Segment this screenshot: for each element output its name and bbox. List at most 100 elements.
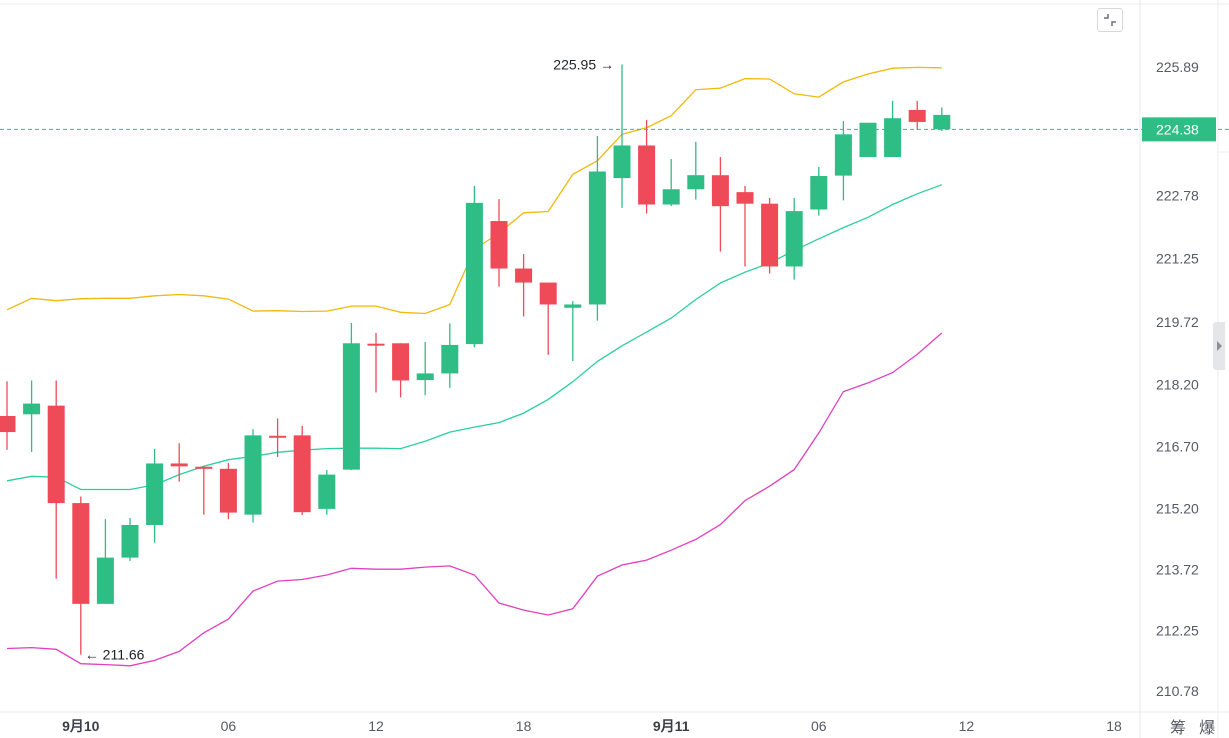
candle-body <box>711 175 729 207</box>
x-tick-label: 9月11 <box>653 718 690 734</box>
y-tick-label: 225.89 <box>1156 59 1199 75</box>
chevron-right-icon <box>1217 341 1222 351</box>
current-price-line: 224.38 <box>0 117 1229 142</box>
candle <box>146 448 164 543</box>
candle <box>318 470 336 515</box>
low-price-annotation: ← 211.66 <box>85 647 145 663</box>
sidebar-expand-handle[interactable] <box>1213 322 1225 370</box>
candle-body <box>613 145 631 179</box>
candle <box>711 157 729 252</box>
candle-body <box>23 403 41 415</box>
candle-body <box>47 405 65 504</box>
y-tick-label: 215.20 <box>1156 500 1199 516</box>
candle <box>490 199 508 287</box>
candle <box>195 466 213 515</box>
candle <box>72 496 90 655</box>
candle <box>859 122 877 158</box>
y-tick-label: 221.25 <box>1156 251 1199 267</box>
candle-body <box>170 463 188 467</box>
x-tick-label: 9月10 <box>62 718 100 734</box>
candle <box>244 429 262 523</box>
y-tick-label: 210.78 <box>1156 683 1199 699</box>
candle-body <box>539 282 557 305</box>
candle <box>0 381 16 450</box>
candle <box>785 197 803 280</box>
candle-body <box>687 175 705 190</box>
candle-body <box>884 118 902 158</box>
candle-body <box>662 189 680 205</box>
candle <box>908 100 926 130</box>
candle <box>269 418 287 457</box>
y-tick-label: 216.70 <box>1156 439 1199 455</box>
candle-body <box>318 474 336 509</box>
candle-body <box>416 373 434 381</box>
y-tick-label: 222.78 <box>1156 187 1199 203</box>
candle-body <box>588 171 606 305</box>
candles <box>0 64 951 655</box>
candle-body <box>146 463 164 525</box>
candle-body <box>834 134 852 176</box>
candle <box>662 159 680 207</box>
candle <box>219 463 237 520</box>
candle-body <box>244 435 262 515</box>
fullscreen-toggle-button[interactable] <box>1097 8 1123 32</box>
x-tick-label: 06 <box>221 718 237 734</box>
candle <box>121 517 139 561</box>
collapse-corners-icon <box>1104 14 1116 26</box>
candle <box>392 343 410 398</box>
y-tick-label: 219.72 <box>1156 314 1199 330</box>
x-tick-label: 12 <box>368 718 384 734</box>
candle-body <box>269 435 287 438</box>
corner-label: 筹 爆 <box>1170 718 1220 737</box>
candle-body <box>785 211 803 267</box>
high-price-annotation: 225.95 → <box>553 57 614 73</box>
x-tick-label: 06 <box>811 718 827 734</box>
candle-body <box>367 343 385 346</box>
candle-body <box>219 468 237 513</box>
candle <box>47 380 65 579</box>
candle-body <box>761 203 779 267</box>
candle <box>416 342 434 396</box>
candle <box>342 323 360 471</box>
lower-band-line <box>6 332 943 667</box>
candle <box>441 323 459 388</box>
candle-body <box>736 192 754 204</box>
x-tick-label: 12 <box>959 718 975 734</box>
candle-body <box>465 202 483 345</box>
current-price-tag-text: 224.38 <box>1156 121 1199 137</box>
y-tick-label: 218.20 <box>1156 377 1199 393</box>
candle-body <box>342 343 360 470</box>
candle-body <box>564 304 582 308</box>
candle <box>293 425 311 516</box>
x-tick-label: 18 <box>1106 718 1122 734</box>
candle <box>367 332 385 393</box>
candle-body <box>392 343 410 381</box>
candle <box>933 107 951 132</box>
candle <box>564 301 582 362</box>
candle-body <box>441 344 459 374</box>
candle <box>539 282 557 355</box>
candle <box>761 197 779 274</box>
candle <box>465 185 483 348</box>
candle-body <box>490 221 508 269</box>
candle <box>834 121 852 201</box>
candle <box>170 443 188 482</box>
candle-body <box>933 114 951 130</box>
candle <box>687 141 705 200</box>
candle <box>515 254 533 317</box>
candle-body <box>0 415 16 433</box>
candle <box>96 519 114 604</box>
candle <box>613 64 631 208</box>
candle-body <box>121 524 139 558</box>
candle <box>588 135 606 321</box>
candle-body <box>810 176 828 210</box>
y-tick-label: 212.25 <box>1156 622 1199 638</box>
candle <box>736 185 754 267</box>
candle-body <box>195 466 213 469</box>
candle-body <box>859 122 877 158</box>
candle-body <box>908 109 926 122</box>
candle-body <box>96 557 114 604</box>
axes: 225.89 222.78 221.25 219.72 218.20 216.70 215.… <box>62 59 1199 734</box>
